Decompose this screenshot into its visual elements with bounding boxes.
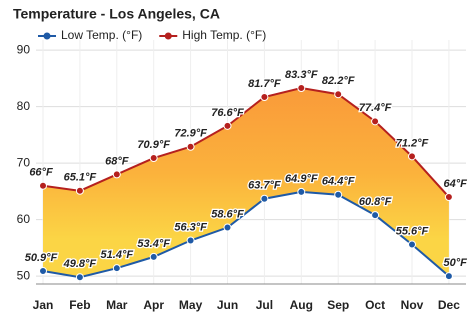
value-label: 76.6°F — [211, 107, 244, 119]
data-point — [186, 236, 195, 245]
legend-label: Low Temp. (°F) — [61, 28, 142, 42]
data-point — [334, 190, 343, 199]
value-label: 70.9°F — [137, 139, 170, 151]
legend-item: Low Temp. (°F) — [38, 28, 142, 42]
value-label: 68°F — [105, 155, 129, 167]
x-tick-label: Sep — [327, 298, 349, 312]
value-label: 49.8°F — [63, 258, 97, 270]
legend-label: High Temp. (°F) — [182, 28, 266, 42]
series-line — [42, 190, 450, 279]
x-tick-label: May — [179, 298, 203, 312]
value-label: 55.6°F — [396, 225, 429, 237]
data-point — [39, 181, 47, 190]
data-point — [371, 117, 380, 126]
legend-item: High Temp. (°F) — [159, 28, 266, 42]
x-tick-label: Nov — [401, 298, 424, 312]
value-label: 81.7°F — [248, 78, 281, 90]
legend-marker — [164, 32, 172, 40]
data-point — [297, 187, 306, 196]
data-point — [75, 186, 84, 195]
x-tick-label: Mar — [106, 298, 128, 312]
data-point — [112, 264, 121, 273]
y-tick-label: 50 — [17, 268, 31, 282]
data-point — [334, 90, 343, 99]
x-tick-label: Feb — [69, 298, 90, 312]
data-point — [297, 84, 306, 93]
value-label: 50°F — [444, 257, 468, 269]
y-tick-label: 90 — [17, 42, 31, 56]
data-point — [223, 121, 232, 130]
value-label: 50.9°F — [25, 252, 58, 264]
data-point — [186, 142, 195, 151]
data-point — [39, 267, 47, 276]
data-point — [223, 223, 232, 232]
legend-marker — [43, 32, 51, 40]
value-label: 60.8°F — [359, 196, 392, 208]
chart-title: Temperature - Los Angeles, CA — [13, 6, 220, 22]
x-tick-label: Jan — [33, 298, 54, 312]
value-label: 82.2°F — [322, 75, 355, 87]
value-label: 64.4°F — [322, 176, 355, 188]
value-label: 64°F — [444, 178, 468, 190]
value-label: 71.2°F — [396, 137, 429, 149]
y-tick-label: 60 — [17, 212, 31, 226]
x-tick-label: Apr — [143, 298, 164, 312]
value-label: 77.4°F — [359, 102, 392, 114]
data-point — [408, 240, 416, 249]
data-point — [260, 194, 269, 203]
value-label: 66°F — [29, 167, 53, 179]
data-point — [112, 170, 121, 179]
data-point — [444, 272, 453, 281]
y-tick-label: 70 — [17, 155, 31, 169]
data-point — [444, 193, 453, 202]
value-label: 63.7°F — [248, 180, 281, 192]
value-label: 72.9°F — [174, 128, 207, 140]
series-line — [42, 86, 450, 198]
data-point — [75, 273, 84, 282]
x-tick-label: Dec — [438, 298, 460, 312]
x-tick-label: Oct — [365, 298, 385, 312]
value-label: 64.9°F — [285, 173, 318, 185]
data-point — [149, 252, 158, 261]
x-tick-label: Jun — [217, 298, 238, 312]
value-label: 53.4°F — [137, 238, 170, 250]
range-area — [43, 88, 449, 278]
value-label: 83.3°F — [285, 69, 318, 81]
y-tick-label: 80 — [17, 99, 31, 113]
data-point — [371, 211, 380, 220]
value-label: 56.3°F — [174, 221, 207, 233]
data-point — [149, 154, 158, 163]
value-label: 65.1°F — [64, 172, 97, 184]
x-tick-label: Jul — [256, 298, 273, 312]
value-label: 58.6°F — [211, 208, 244, 220]
data-point — [260, 93, 269, 102]
data-point — [408, 152, 416, 161]
value-label: 51.4°F — [101, 249, 134, 261]
x-tick-label: Aug — [290, 298, 313, 312]
